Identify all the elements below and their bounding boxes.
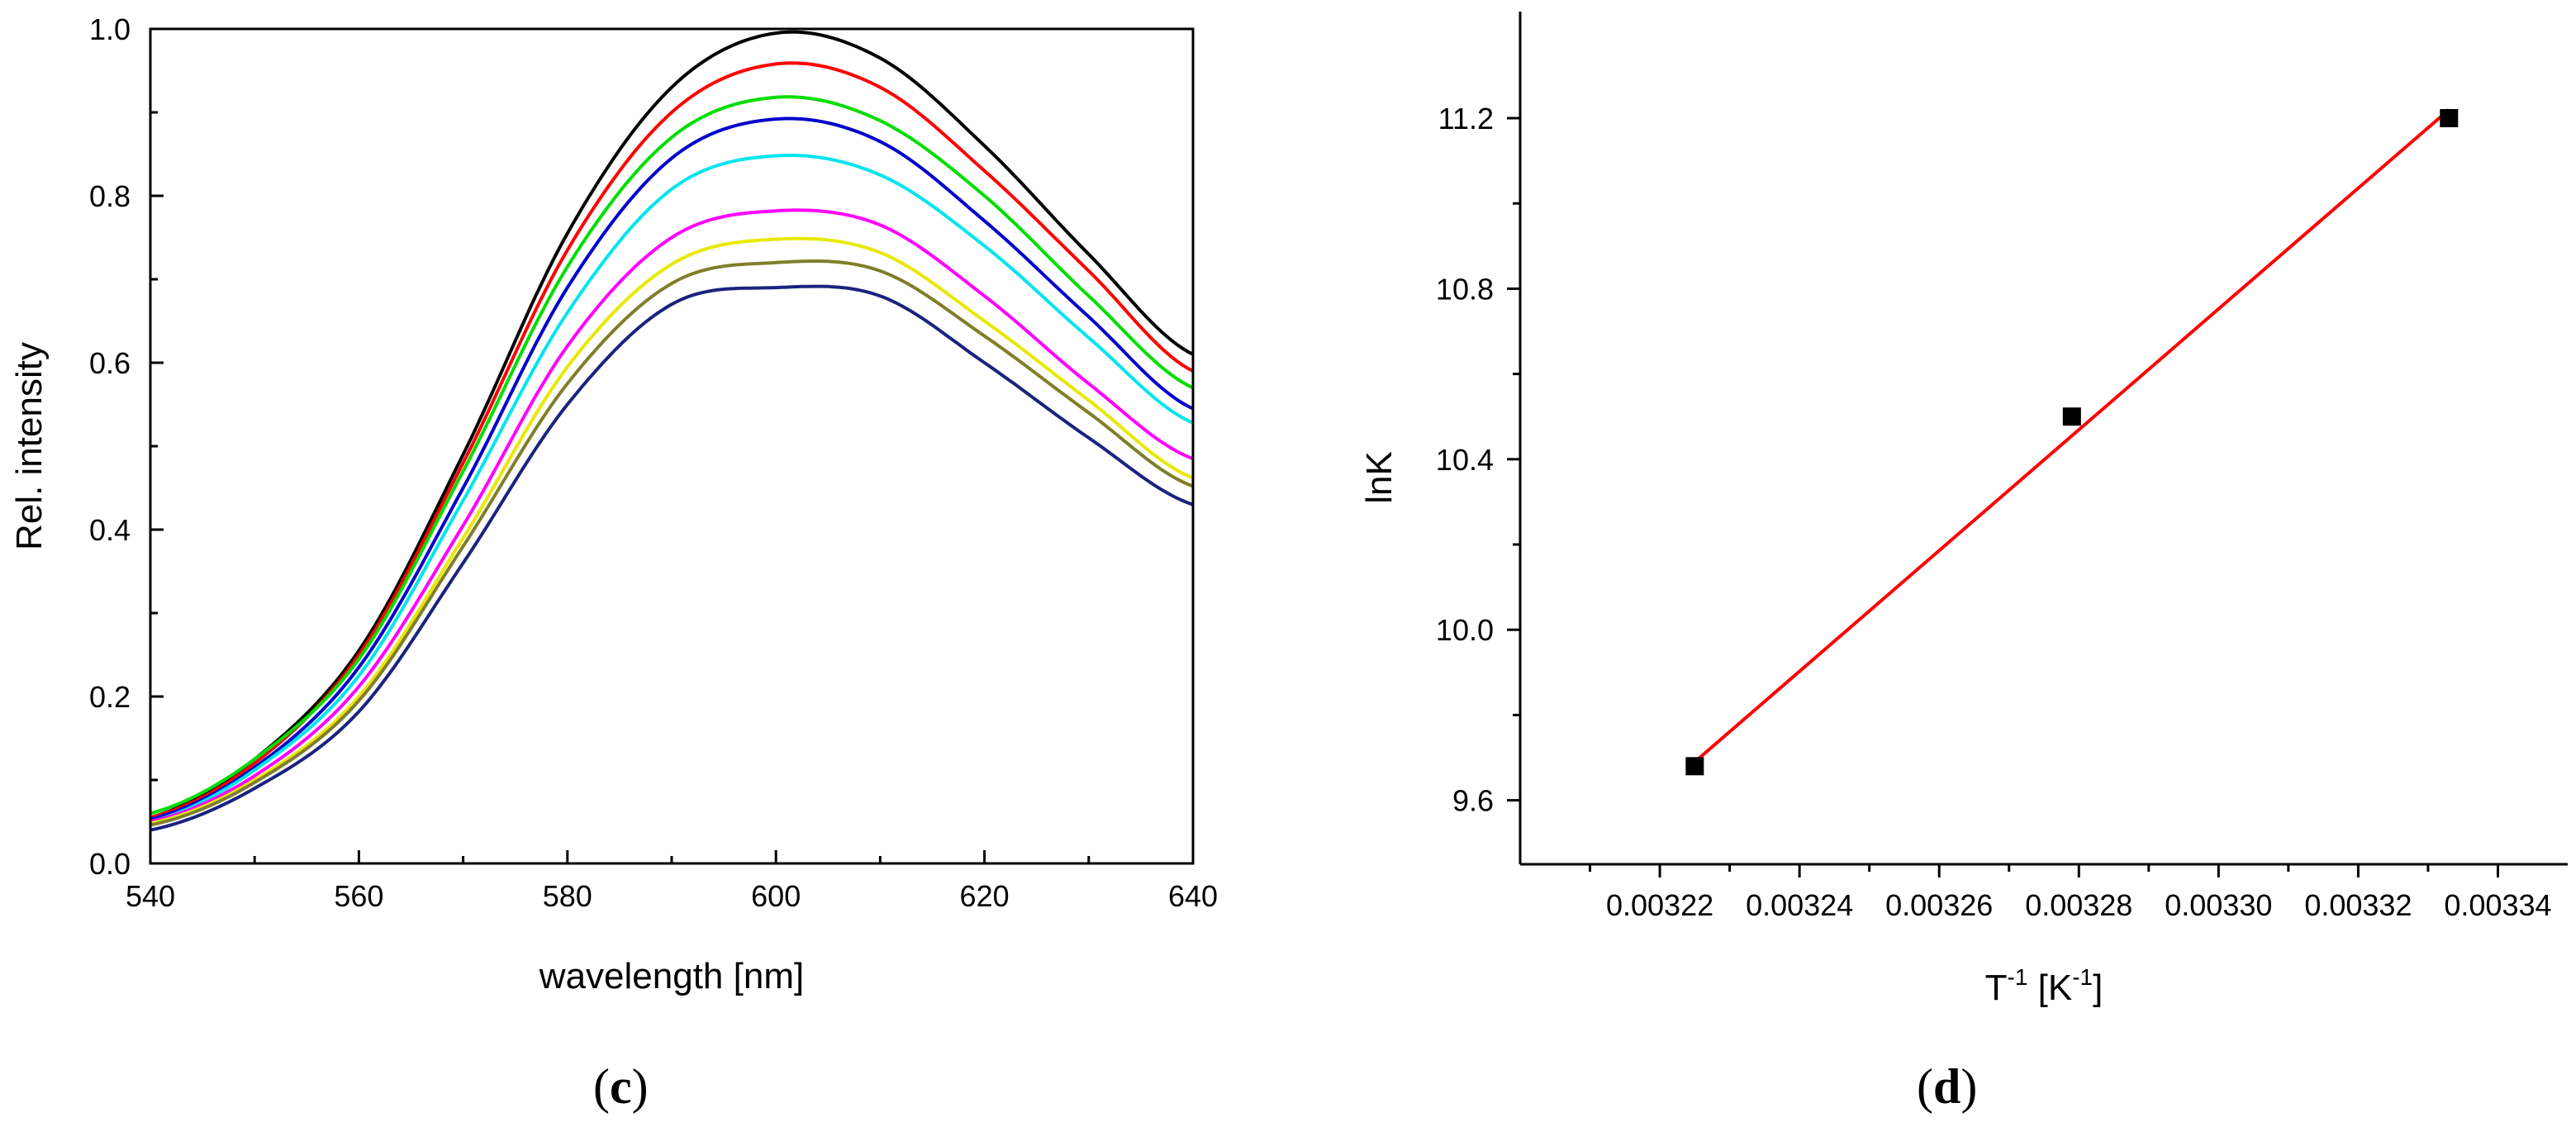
panel-d-data-point-3 (2440, 109, 2459, 127)
panel-d-x-tick-label: 0.00328 (2025, 888, 2132, 922)
panel-c-series-curve-4 (150, 117, 1194, 821)
panel-d-y-tick-label: 11.2 (1438, 102, 1494, 136)
panel-d-y-axis-title: lnK (1359, 451, 1400, 504)
panel-c-x-axis-title: wavelength [nm] (539, 956, 804, 996)
panel-c-x-tick-label: 620 (960, 879, 1010, 913)
panel-c-line-chart: 540 560 580 600 620 640 0.0 0.2 0.4 0.6 0.8 1.0 wa… (9, 12, 1218, 1114)
panel-d-y-tick-label: 9.6 (1452, 784, 1494, 818)
panel-d-x-ticks: 0.00322 0.00324 0.00326 0.00328 0.00330 0.003… (1589, 864, 2552, 922)
panel-d-x-tick-label: 0.00330 (2165, 888, 2272, 922)
panel-c-series-curve-8 (150, 259, 1194, 827)
panel-c-curves (150, 30, 1194, 832)
panel-d-y-ticks: 9.6 10.0 10.4 10.8 11.2 (1436, 102, 1520, 818)
panel-c-y-tick-label: 0.2 (89, 680, 131, 714)
panel-d-scatter-chart: 0.00322 0.00324 0.00326 0.00328 0.00330 0.003… (1359, 12, 2568, 1114)
panel-c-series-curve-9 (150, 284, 1194, 832)
panel-d-x-title-sup: -1 (2008, 964, 2028, 990)
panel-c-x-tick-label: 600 (751, 879, 801, 913)
panel-d-x-title-sup2: -1 (2072, 964, 2093, 990)
panel-c-series-curve-6 (150, 208, 1194, 824)
panel-d-x-tick-label: 0.00322 (1606, 888, 1713, 922)
panel-c-series-curve-1 (150, 30, 1194, 820)
panel-d-y-tick-label: 10.8 (1436, 272, 1494, 306)
panel-c-label-close: ) (632, 1059, 649, 1114)
panel-c-y-axis-title: Rel. intensity (9, 342, 50, 550)
panel-c-series-curve-5 (150, 154, 1194, 824)
panel-c-y-tick-label: 0.8 (89, 179, 131, 213)
panel-c-series-curve-3 (150, 95, 1194, 816)
panel-c-label-open: ( (593, 1059, 610, 1114)
panel-c-series-curve-2 (150, 61, 1194, 820)
panel-c-x-tick-label: 560 (334, 879, 383, 913)
panel-d-label: (d) (1917, 1059, 1977, 1114)
panel-c-x-tick-label: 540 (126, 879, 175, 913)
panel-c-x-tick-label: 580 (543, 879, 592, 913)
panel-d-x-tick-label: 0.00324 (1746, 888, 1853, 922)
panel-d-data-point-2 (2062, 407, 2081, 426)
panel-d-data-point-1 (1685, 757, 1704, 776)
panel-d-x-tick-label: 0.00332 (2304, 888, 2412, 922)
panel-c-x-tick-label: 640 (1168, 879, 1218, 913)
panel-c-series-curve-7 (150, 236, 1194, 825)
panel-d-label-open: ( (1917, 1059, 1933, 1114)
panel-c-y-tick-label: 0.0 (89, 847, 131, 881)
panel-c-y-tick-label: 1.0 (89, 12, 131, 46)
panel-d-x-title-end: ] (2093, 968, 2103, 1008)
panel-d-fit-line (1694, 108, 2450, 763)
panel-d-y-tick-label: 10.4 (1436, 443, 1494, 477)
panel-d-x-title-t: T (1985, 968, 2008, 1008)
panel-d-x-tick-label: 0.00326 (1885, 888, 1993, 922)
panel-c-y-tick-label: 0.4 (89, 513, 131, 547)
panel-c-y-ticks: 0.0 0.2 0.4 0.6 0.8 1.0 (89, 12, 164, 881)
panel-c-label: (c) (593, 1059, 649, 1114)
panel-d-x-title-mid: [K (2027, 968, 2072, 1008)
panel-d-label-letter: d (1933, 1059, 1961, 1114)
panel-d-x-tick-label: 0.00334 (2444, 888, 2551, 922)
panel-c-label-letter: c (610, 1059, 632, 1114)
panel-d-label-close: ) (1961, 1059, 1977, 1114)
panel-c-y-tick-label: 0.6 (89, 346, 131, 380)
panel-d-points (1685, 109, 2459, 776)
panel-d-x-axis-title: T-1 [K-1] (1985, 964, 2103, 1008)
panel-d-y-tick-label: 10.0 (1436, 613, 1494, 647)
panel-c-x-ticks: 540 560 580 600 620 640 (126, 850, 1218, 913)
